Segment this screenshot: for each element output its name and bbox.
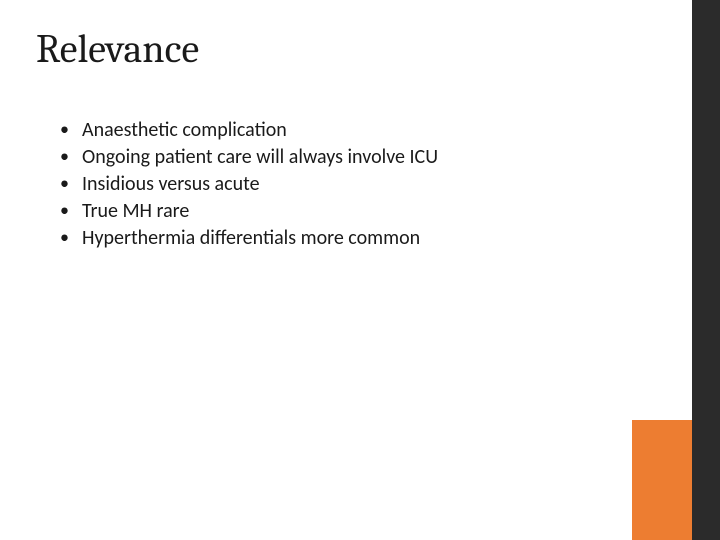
list-item: Hyperthermia differentials more common xyxy=(60,226,438,251)
list-item: Ongoing patient care will always involve… xyxy=(60,145,438,170)
accent-bar-dark xyxy=(692,0,720,540)
accent-block-orange xyxy=(632,420,692,540)
list-item: Anaesthetic complication xyxy=(60,118,438,143)
list-item: Insidious versus acute xyxy=(60,172,438,197)
slide-title: Relevance xyxy=(36,26,199,72)
slide: Relevance Anaesthetic complication Ongoi… xyxy=(0,0,720,540)
list-item: True MH rare xyxy=(60,199,438,224)
bullet-list: Anaesthetic complication Ongoing patient… xyxy=(60,118,438,253)
